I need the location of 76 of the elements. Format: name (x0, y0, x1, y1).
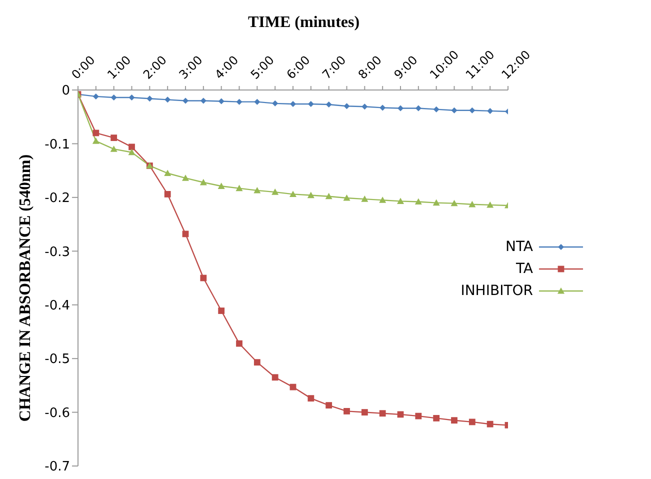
point (164, 191, 171, 198)
point (451, 417, 458, 424)
point (272, 188, 279, 195)
point (326, 402, 332, 409)
point (164, 170, 172, 176)
point (486, 420, 494, 428)
point (182, 98, 188, 104)
y-tick-label: -0.3 (44, 244, 70, 260)
point (432, 199, 440, 206)
point (92, 138, 100, 144)
y-tick-label: -0.1 (44, 137, 70, 152)
point (486, 201, 494, 208)
legend-label: NTA (504, 239, 533, 255)
point (200, 178, 207, 186)
point (110, 146, 118, 152)
point (344, 408, 350, 414)
point (254, 186, 261, 194)
point (110, 134, 118, 142)
point (325, 192, 332, 200)
point (272, 100, 278, 106)
x-axis-title: TIME (minutes) (248, 14, 360, 32)
point (128, 144, 135, 150)
point (362, 104, 368, 110)
point (433, 414, 440, 422)
point (379, 410, 386, 417)
point (398, 105, 404, 112)
point (380, 104, 386, 111)
point (128, 94, 135, 101)
point (415, 105, 422, 112)
point (343, 194, 350, 201)
point (468, 200, 476, 208)
point (308, 395, 314, 402)
point (182, 174, 189, 181)
point (92, 130, 100, 136)
point (326, 102, 332, 108)
point (254, 98, 260, 105)
point (146, 96, 153, 102)
point (379, 196, 386, 203)
point (236, 340, 242, 347)
point (450, 200, 458, 206)
point (361, 409, 368, 416)
point (200, 98, 206, 104)
point (218, 182, 225, 189)
y-tick-label: -0.4 (44, 298, 70, 314)
point (469, 107, 476, 114)
point (397, 198, 404, 204)
point (200, 274, 207, 282)
legend-label: INHIBITOR (460, 283, 533, 299)
point (92, 93, 99, 100)
point (361, 196, 368, 202)
point (110, 94, 117, 101)
point (397, 411, 404, 418)
legend-label: TA (514, 261, 533, 277)
point (290, 190, 296, 198)
y-tick-label: 0 (62, 84, 70, 99)
point (164, 96, 171, 103)
y-tick-label: -0.7 (44, 460, 70, 475)
point (468, 418, 476, 426)
point (307, 192, 314, 198)
point (218, 98, 224, 104)
point (272, 374, 278, 381)
point (414, 198, 422, 205)
y-tick-label: -0.2 (44, 191, 70, 206)
y-tick-label: -0.6 (44, 406, 70, 421)
y-tick-label: -0.5 (44, 352, 70, 368)
point (451, 107, 458, 114)
point (415, 412, 422, 420)
y-axis-title: CHANGE IN ABSORBANCE (540nm) (17, 154, 35, 422)
point (254, 359, 260, 366)
point (236, 184, 243, 192)
point (290, 100, 296, 107)
point (433, 106, 440, 112)
point (218, 308, 225, 314)
point (344, 103, 350, 110)
point (128, 148, 136, 156)
point (236, 98, 242, 105)
